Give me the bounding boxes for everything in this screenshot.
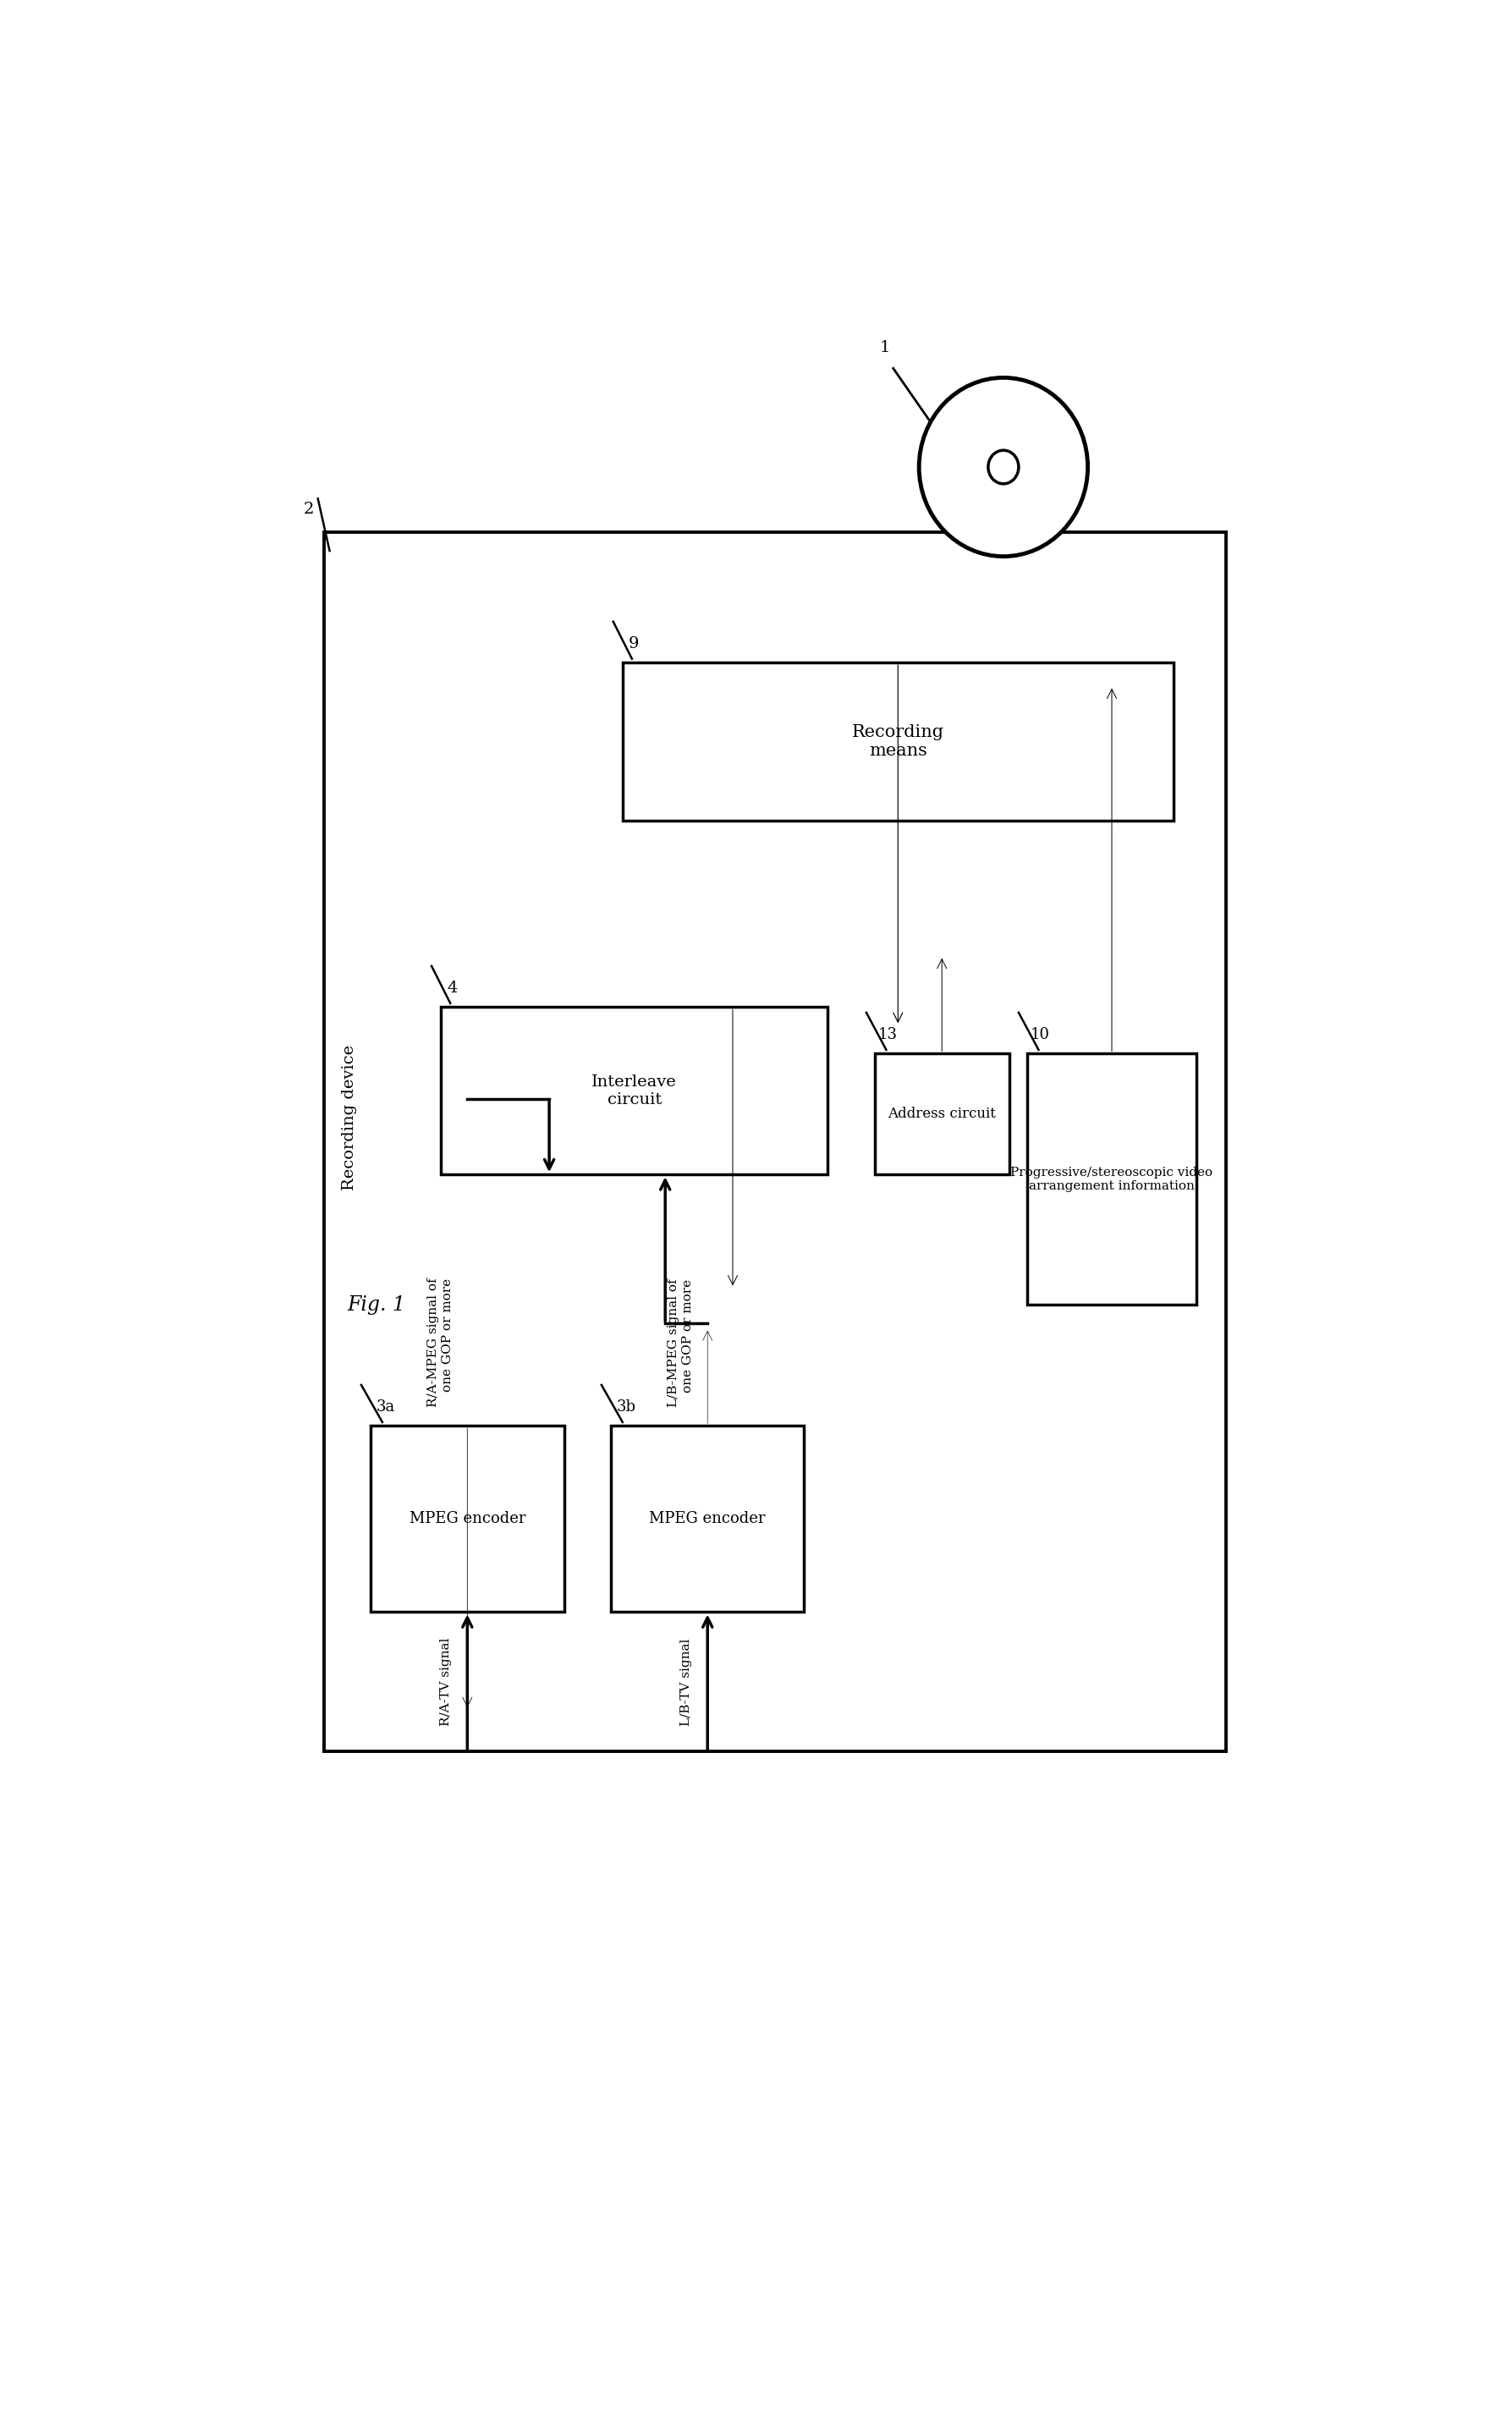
- Text: 10: 10: [1030, 1028, 1049, 1042]
- Bar: [874, 1054, 1010, 1175]
- Bar: [623, 663, 1173, 820]
- Text: L/B-TV signal: L/B-TV signal: [680, 1637, 692, 1726]
- Text: 3b: 3b: [617, 1400, 637, 1415]
- Text: 13: 13: [878, 1028, 898, 1042]
- Text: MPEG encoder: MPEG encoder: [649, 1511, 765, 1526]
- Ellipse shape: [919, 377, 1087, 556]
- Bar: [370, 1427, 564, 1613]
- Ellipse shape: [989, 450, 1019, 484]
- Text: Progressive/stereoscopic video
arrangement information: Progressive/stereoscopic video arrangeme…: [1010, 1165, 1213, 1192]
- Text: 2: 2: [304, 503, 314, 517]
- Text: 3a: 3a: [376, 1400, 395, 1415]
- Text: 4: 4: [448, 982, 457, 996]
- Text: Address circuit: Address circuit: [888, 1107, 996, 1122]
- Text: Recording device: Recording device: [342, 1045, 357, 1190]
- Text: R/A-TV signal: R/A-TV signal: [440, 1637, 452, 1726]
- Bar: [324, 532, 1226, 1751]
- Bar: [611, 1427, 804, 1613]
- Text: MPEG encoder: MPEG encoder: [410, 1511, 526, 1526]
- Text: Fig. 1: Fig. 1: [348, 1296, 405, 1315]
- Text: L/B-MPEG signal of
one GOP or more: L/B-MPEG signal of one GOP or more: [668, 1279, 694, 1407]
- Text: R/A-MPEG signal of
one GOP or more: R/A-MPEG signal of one GOP or more: [428, 1279, 454, 1407]
- Bar: [1027, 1054, 1198, 1306]
- Text: 1: 1: [880, 341, 889, 355]
- Bar: [442, 1006, 827, 1175]
- Text: Recording
means: Recording means: [851, 725, 943, 759]
- Text: Interleave
circuit: Interleave circuit: [591, 1074, 677, 1107]
- Text: 9: 9: [629, 636, 640, 650]
